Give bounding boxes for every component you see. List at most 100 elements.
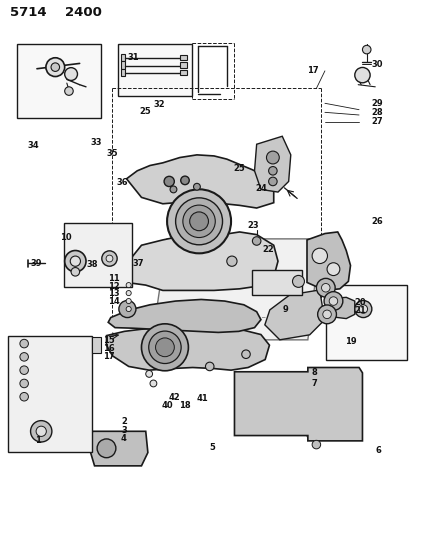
Text: 42: 42 xyxy=(168,393,180,402)
Circle shape xyxy=(142,324,188,371)
Bar xyxy=(121,69,125,76)
Text: 18: 18 xyxy=(179,401,190,410)
Circle shape xyxy=(126,306,131,312)
Text: 5714: 5714 xyxy=(10,6,47,19)
Circle shape xyxy=(65,68,77,80)
Circle shape xyxy=(106,255,113,262)
Bar xyxy=(17,44,101,118)
Circle shape xyxy=(227,256,237,266)
Polygon shape xyxy=(127,155,274,208)
Text: 41: 41 xyxy=(196,394,208,403)
Circle shape xyxy=(323,310,331,319)
Circle shape xyxy=(321,284,330,292)
Circle shape xyxy=(355,301,372,318)
Circle shape xyxy=(20,366,28,375)
Text: 14: 14 xyxy=(108,297,120,306)
Circle shape xyxy=(146,370,152,377)
Circle shape xyxy=(363,45,371,54)
Circle shape xyxy=(46,58,65,77)
Circle shape xyxy=(193,183,200,190)
Bar xyxy=(180,55,187,60)
Polygon shape xyxy=(307,232,351,290)
Circle shape xyxy=(119,301,136,318)
Polygon shape xyxy=(255,136,291,192)
Circle shape xyxy=(355,68,370,83)
Text: 5: 5 xyxy=(209,443,215,452)
Bar xyxy=(64,223,132,287)
Circle shape xyxy=(51,63,59,71)
Bar xyxy=(326,285,407,360)
Text: 29: 29 xyxy=(372,99,383,108)
Circle shape xyxy=(20,379,28,387)
Polygon shape xyxy=(108,300,261,333)
Text: 28: 28 xyxy=(372,108,383,117)
Text: 26: 26 xyxy=(372,217,383,227)
Circle shape xyxy=(65,87,73,95)
Text: 24: 24 xyxy=(255,184,267,193)
Text: 25: 25 xyxy=(140,107,152,116)
Text: 9: 9 xyxy=(282,304,288,313)
Circle shape xyxy=(149,331,181,364)
Circle shape xyxy=(183,205,215,238)
Text: 39: 39 xyxy=(30,259,42,268)
Text: 8: 8 xyxy=(311,368,317,377)
Circle shape xyxy=(190,212,208,231)
Text: 37: 37 xyxy=(133,259,144,268)
Polygon shape xyxy=(152,239,321,340)
Bar xyxy=(252,270,302,295)
Text: 2: 2 xyxy=(121,417,127,426)
Circle shape xyxy=(359,305,368,313)
Text: 11: 11 xyxy=(108,273,120,282)
Circle shape xyxy=(324,292,343,310)
Polygon shape xyxy=(333,297,355,319)
Circle shape xyxy=(102,251,117,266)
Circle shape xyxy=(175,198,223,245)
Circle shape xyxy=(327,263,340,276)
Text: 15: 15 xyxy=(103,336,115,345)
Text: 21: 21 xyxy=(355,306,366,315)
Circle shape xyxy=(20,392,28,401)
Circle shape xyxy=(65,251,86,272)
Bar xyxy=(121,61,125,69)
Text: 12: 12 xyxy=(108,281,120,290)
Text: 1: 1 xyxy=(35,437,41,446)
Text: 13: 13 xyxy=(108,289,120,298)
Text: 22: 22 xyxy=(263,245,274,254)
Circle shape xyxy=(318,305,336,324)
Circle shape xyxy=(242,350,250,359)
Circle shape xyxy=(269,177,277,185)
Text: 35: 35 xyxy=(107,149,118,158)
Polygon shape xyxy=(265,290,325,340)
Circle shape xyxy=(269,166,277,175)
Text: 40: 40 xyxy=(161,401,173,410)
Bar xyxy=(180,62,187,68)
Text: 23: 23 xyxy=(247,221,259,230)
Circle shape xyxy=(316,278,335,297)
Polygon shape xyxy=(107,326,270,370)
Circle shape xyxy=(267,151,279,164)
Bar xyxy=(119,44,192,96)
Text: 36: 36 xyxy=(117,178,128,187)
Circle shape xyxy=(150,380,157,387)
Bar xyxy=(121,54,125,61)
Text: 3: 3 xyxy=(121,426,127,435)
Circle shape xyxy=(253,237,261,245)
Text: 38: 38 xyxy=(86,260,98,269)
Circle shape xyxy=(164,176,174,187)
Bar xyxy=(92,337,101,353)
Text: 17: 17 xyxy=(307,67,318,75)
Circle shape xyxy=(312,440,321,449)
Text: 17: 17 xyxy=(103,352,115,361)
Text: 16: 16 xyxy=(103,344,115,353)
Circle shape xyxy=(36,426,46,437)
Circle shape xyxy=(205,362,214,371)
Text: 6: 6 xyxy=(375,447,381,456)
Circle shape xyxy=(292,276,304,287)
Bar xyxy=(9,336,92,451)
Circle shape xyxy=(126,282,131,288)
Bar xyxy=(180,70,187,75)
Circle shape xyxy=(97,439,116,458)
Circle shape xyxy=(167,189,231,253)
Circle shape xyxy=(20,340,28,348)
Text: 19: 19 xyxy=(345,337,357,346)
